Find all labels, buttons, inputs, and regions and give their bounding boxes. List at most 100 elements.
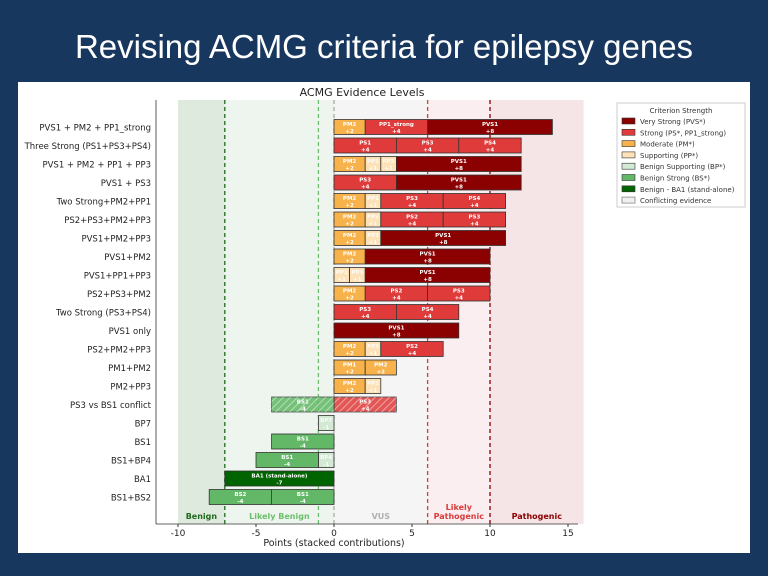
segment-code: PVS1 [451, 159, 467, 165]
legend-swatch [621, 140, 636, 147]
bar-segment [271, 433, 335, 450]
legend-swatch [621, 117, 636, 125]
zone-label: VUS [372, 512, 391, 521]
segment-value: +1 [353, 277, 362, 283]
row-label: PVS1 only [109, 327, 151, 337]
row-label: PM1+PM2 [108, 364, 151, 374]
chart-panel: ACMG Evidence Levels Points (stacked con… [18, 82, 750, 553]
bar-segment [364, 267, 491, 283]
row-label: PS2+PS3+PM2+PP3 [64, 216, 151, 226]
slide-title: Revising ACMG criteria for epilepsy gene… [74, 28, 694, 65]
row-label: PS2+PM2+PP3 [87, 346, 151, 356]
segment-code: PVS1 [451, 178, 467, 184]
chart-title: ACMG Evidence Levels [300, 86, 425, 99]
segment-code: BA1 (stand-alone) [251, 474, 307, 480]
segment-value: +1 [369, 203, 378, 209]
x-axis-label: Points (stacked contributions) [263, 538, 404, 549]
bar-segment [395, 304, 460, 320]
segment-code: PS3 [406, 196, 418, 202]
segment-value: -4 [300, 444, 306, 450]
segment-value: +4 [455, 296, 464, 302]
segment-code: PVS1 [482, 122, 498, 128]
segment-code: PS4 [468, 196, 480, 202]
segment-value: +4 [361, 185, 370, 191]
segment-code: PM2 [343, 344, 357, 350]
segment-code: BS1 [281, 455, 293, 461]
legend-swatch [621, 151, 636, 159]
legend-entry: Supporting (PP*) [640, 152, 698, 160]
segment-value: -1 [323, 425, 329, 431]
segment-code: PS2 [390, 289, 402, 295]
segment-value: +4 [392, 296, 401, 302]
x-tick-label: 15 [562, 529, 573, 539]
legend-box [616, 102, 746, 208]
zone-label: Likely Pathogenic [434, 503, 485, 521]
zone-label: Pathogenic [512, 512, 563, 521]
segment-value: +2 [345, 166, 354, 172]
segment-value: +2 [345, 203, 354, 209]
segment-value: +1 [369, 222, 378, 228]
segment-value: +1 [369, 351, 378, 357]
bar-segment [224, 470, 335, 487]
segment-code: PS1 [359, 141, 371, 147]
segment-value: +8 [439, 240, 448, 246]
row-label: BS1+BS2 [111, 494, 151, 504]
segment-code: PS2 [406, 215, 418, 221]
segment-value: +4 [470, 222, 479, 228]
segment-code: PS4 [484, 141, 496, 147]
segment-code: PM2 [343, 289, 357, 295]
segment-value: +2 [345, 388, 354, 394]
zone-label: Likely Benign [249, 512, 310, 521]
segment-code: PS3 [359, 400, 371, 406]
segment-code: PVS1 [420, 252, 436, 258]
segment-value: +2 [345, 351, 354, 357]
segment-value: +4 [361, 148, 370, 154]
segment-code: BS2 [234, 492, 246, 498]
row-label: PS3 vs BS1 conflict [70, 401, 152, 411]
segment-code: PS3 [422, 141, 434, 147]
segment-code: BS1 [297, 437, 309, 443]
segment-value: +2 [345, 129, 354, 135]
segment-code: PM2 [343, 252, 357, 258]
segment-code: PM1 [343, 363, 357, 369]
segment-value: +8 [423, 259, 432, 265]
zone-label: Benign [186, 512, 218, 521]
zone-band [178, 100, 225, 524]
segment-code: PM2 [343, 233, 357, 239]
segment-value: +4 [470, 203, 479, 209]
row-label: PVS1 + PS3 [101, 179, 151, 189]
segment-code: PS4 [422, 307, 434, 313]
segment-value: -4 [300, 407, 306, 413]
bar-segment [442, 193, 507, 209]
legend-swatch [621, 174, 636, 181]
segment-code: PM2 [343, 381, 357, 387]
segment-value: +4 [408, 203, 417, 209]
segment-code: BS1 [297, 492, 309, 498]
segment-code: PP3 [367, 344, 379, 350]
segment-value: +4 [392, 129, 401, 135]
segment-value: +2 [345, 370, 354, 376]
legend-entry: Strong (PS*, PP1_strong) [640, 129, 726, 137]
acmg-chart: ACMG Evidence Levels Points (stacked con… [24, 86, 746, 549]
segment-code: PP1 [367, 159, 379, 165]
segment-code: PVS1 [420, 270, 436, 276]
segment-value: -7 [276, 481, 282, 487]
bar-segment [395, 156, 522, 172]
segment-code: PM2 [343, 159, 357, 165]
segment-value: -1 [323, 462, 329, 468]
segment-code: PP1 [367, 196, 379, 202]
segment-code: PP1 [336, 270, 348, 276]
segment-value: +1 [384, 166, 393, 172]
legend-swatch-hatch [621, 196, 636, 204]
row-label: PVS1 + PM2 + PP1_strong [39, 124, 151, 134]
segment-value: +4 [361, 407, 370, 413]
segment-value: +4 [361, 314, 370, 320]
row-label: PVS1 + PM2 + PP1 + PP3 [42, 161, 151, 171]
bar-segment [255, 452, 319, 468]
row-label: BS1 [135, 438, 152, 448]
segment-value: +4 [486, 148, 495, 154]
segment-value: +2 [345, 222, 354, 228]
segment-code: PP3 [367, 233, 379, 239]
segment-value: +4 [408, 351, 417, 357]
row-label: PM2+PP3 [110, 383, 151, 393]
